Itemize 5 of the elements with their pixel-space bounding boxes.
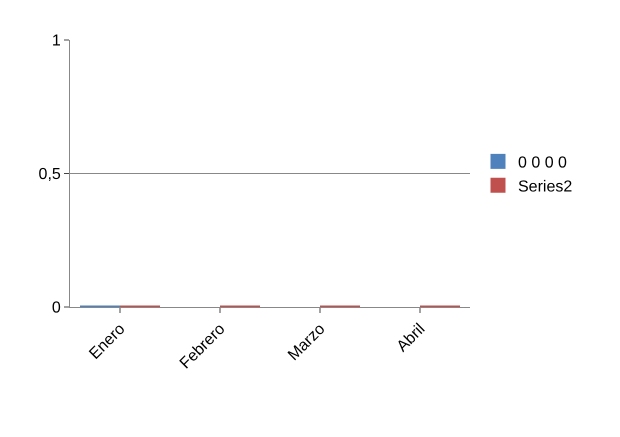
legend-label: Series2 [518, 178, 572, 196]
y-tick-label: 0,5 [38, 166, 61, 184]
y-tick-label: 0 [52, 300, 61, 317]
legend-label: 0 0 0 0 [518, 154, 568, 172]
y-tick-label: 1 [52, 32, 61, 50]
